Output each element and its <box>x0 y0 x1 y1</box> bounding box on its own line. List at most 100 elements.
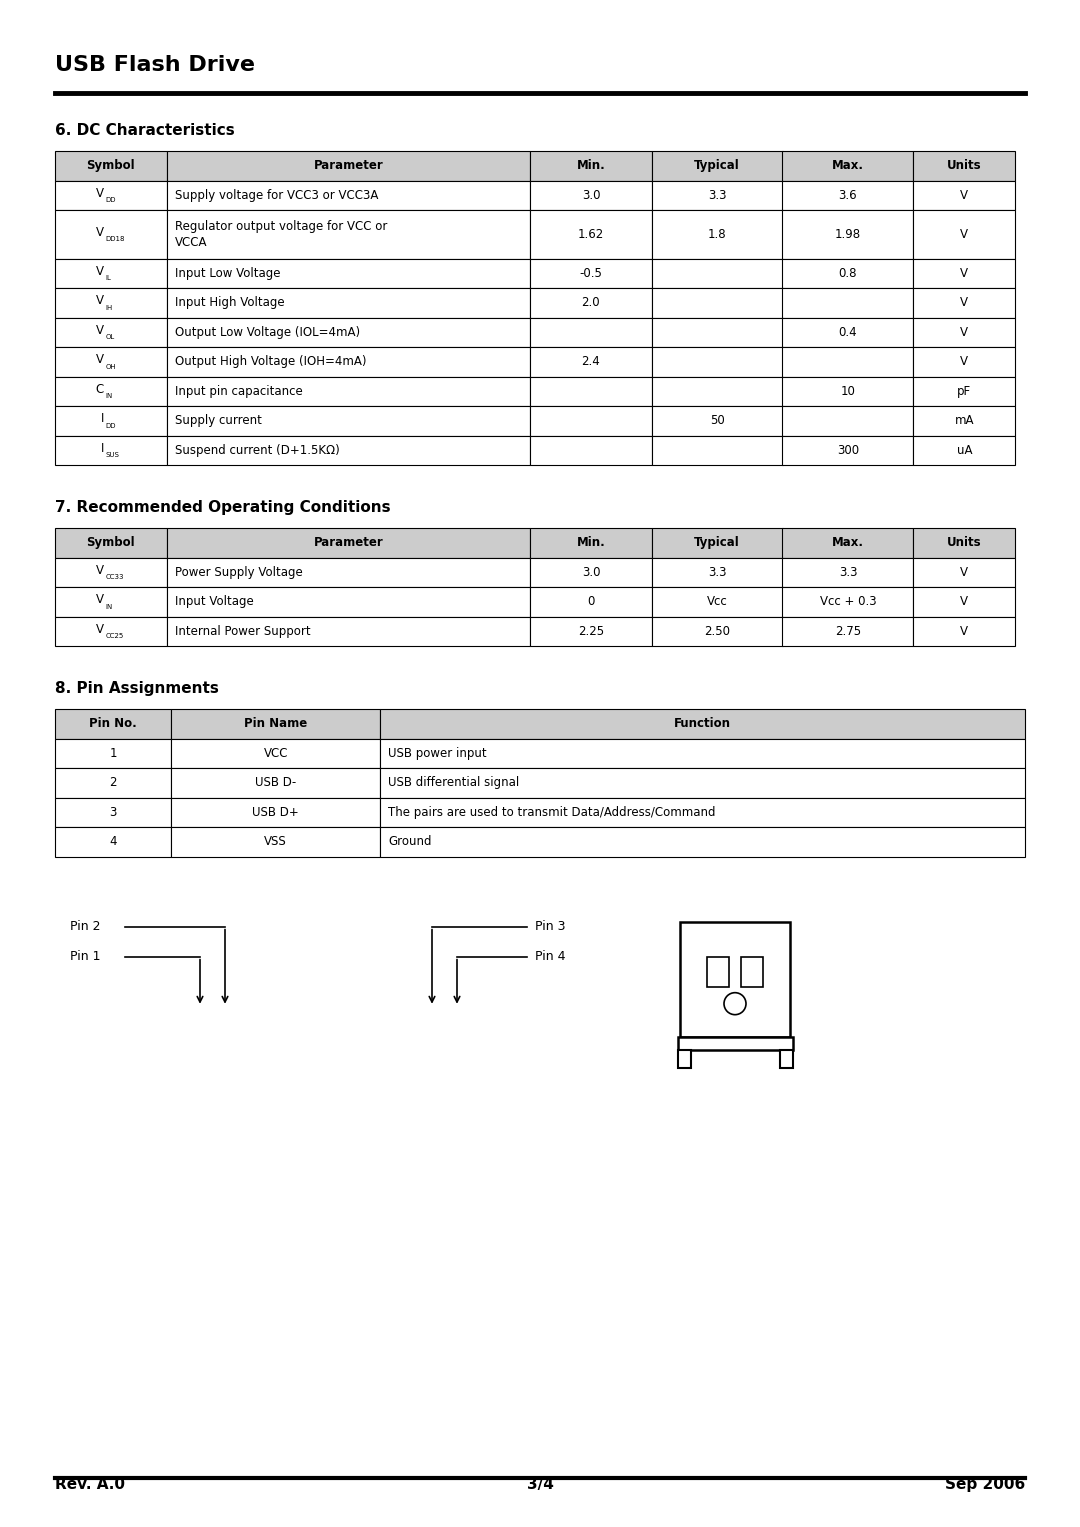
Bar <box>783 617 914 646</box>
Text: V: V <box>96 594 104 606</box>
Text: Min.: Min. <box>577 536 605 550</box>
Bar <box>172 739 380 768</box>
Bar <box>651 258 783 289</box>
Text: DD: DD <box>106 197 117 203</box>
Bar <box>166 180 530 211</box>
Text: Min.: Min. <box>577 159 605 173</box>
Text: C: C <box>95 383 104 395</box>
Bar <box>783 588 914 617</box>
Bar <box>651 406 783 435</box>
Text: SUS: SUS <box>106 452 120 458</box>
Text: USB D+: USB D+ <box>253 806 299 818</box>
Bar <box>677 1037 793 1049</box>
Bar <box>166 528 530 557</box>
Bar <box>172 828 380 857</box>
Text: 1.98: 1.98 <box>835 228 861 241</box>
Bar <box>530 258 651 289</box>
Text: V: V <box>960 567 969 579</box>
Bar <box>172 709 380 739</box>
Text: V: V <box>96 623 104 635</box>
Text: 2.0: 2.0 <box>582 296 600 310</box>
Text: Pin Name: Pin Name <box>244 718 308 730</box>
Text: 3: 3 <box>109 806 117 818</box>
Text: Internal Power Support: Internal Power Support <box>175 625 310 638</box>
Bar <box>914 377 1015 406</box>
Text: Output Low Voltage (IOL=4mA): Output Low Voltage (IOL=4mA) <box>175 325 360 339</box>
Text: 0.8: 0.8 <box>839 267 858 279</box>
Bar <box>55 528 166 557</box>
Text: V: V <box>960 296 969 310</box>
Bar <box>166 347 530 377</box>
Bar <box>55 435 166 466</box>
Text: 2.50: 2.50 <box>704 625 730 638</box>
Text: Input High Voltage: Input High Voltage <box>175 296 284 310</box>
Bar <box>914 211 1015 258</box>
Text: OL: OL <box>106 334 116 341</box>
Text: Vcc + 0.3: Vcc + 0.3 <box>820 596 876 608</box>
Text: 1: 1 <box>109 747 117 760</box>
Bar <box>530 557 651 588</box>
Text: 7. Recommended Operating Conditions: 7. Recommended Operating Conditions <box>55 501 391 515</box>
Text: Pin 3: Pin 3 <box>535 921 566 933</box>
Text: Supply current: Supply current <box>175 414 261 428</box>
Bar <box>55 739 172 768</box>
Bar <box>914 406 1015 435</box>
Text: Suspend current (D+1.5KΩ): Suspend current (D+1.5KΩ) <box>175 444 339 457</box>
Text: USB differential signal: USB differential signal <box>388 776 519 789</box>
Bar <box>55 709 172 739</box>
Bar <box>914 347 1015 377</box>
Text: 0.4: 0.4 <box>839 325 858 339</box>
Bar <box>166 617 530 646</box>
Text: 10: 10 <box>840 385 855 399</box>
Bar <box>55 180 166 211</box>
Text: 3.0: 3.0 <box>582 189 600 202</box>
Text: Units: Units <box>947 536 982 550</box>
Text: Input pin capacitance: Input pin capacitance <box>175 385 302 399</box>
Bar <box>783 406 914 435</box>
Bar <box>166 258 530 289</box>
Bar <box>166 406 530 435</box>
Text: 8. Pin Assignments: 8. Pin Assignments <box>55 681 219 696</box>
Text: 4: 4 <box>109 835 117 849</box>
Bar <box>651 528 783 557</box>
Bar <box>651 377 783 406</box>
Bar <box>914 289 1015 318</box>
Text: 3.3: 3.3 <box>707 567 726 579</box>
Bar <box>651 588 783 617</box>
Bar <box>530 347 651 377</box>
Text: 3.0: 3.0 <box>582 567 600 579</box>
Text: V: V <box>960 228 969 241</box>
Bar <box>380 828 1025 857</box>
Text: OH: OH <box>106 363 117 370</box>
Text: 2.25: 2.25 <box>578 625 604 638</box>
Text: Symbol: Symbol <box>86 159 135 173</box>
Text: V: V <box>96 295 104 307</box>
Text: 2: 2 <box>109 776 117 789</box>
Text: Typical: Typical <box>694 159 740 173</box>
Bar <box>172 768 380 797</box>
Text: I: I <box>100 441 104 455</box>
Text: 3.6: 3.6 <box>839 189 858 202</box>
Text: 2.75: 2.75 <box>835 625 861 638</box>
Text: I: I <box>100 412 104 426</box>
Text: Units: Units <box>947 159 982 173</box>
Bar <box>741 957 762 986</box>
Text: Rev. A.0: Rev. A.0 <box>55 1477 125 1492</box>
Text: Function: Function <box>674 718 731 730</box>
Bar <box>380 739 1025 768</box>
Text: USB D-: USB D- <box>255 776 296 789</box>
Bar <box>651 347 783 377</box>
Bar <box>55 377 166 406</box>
Bar <box>55 406 166 435</box>
Text: IL: IL <box>106 275 111 281</box>
Bar <box>530 151 651 180</box>
Bar <box>914 435 1015 466</box>
Bar <box>780 1049 793 1067</box>
Bar <box>55 318 166 347</box>
Bar <box>166 289 530 318</box>
Text: V: V <box>960 625 969 638</box>
Bar <box>651 435 783 466</box>
Bar <box>530 435 651 466</box>
Text: 3/4: 3/4 <box>527 1477 553 1492</box>
Bar <box>914 528 1015 557</box>
